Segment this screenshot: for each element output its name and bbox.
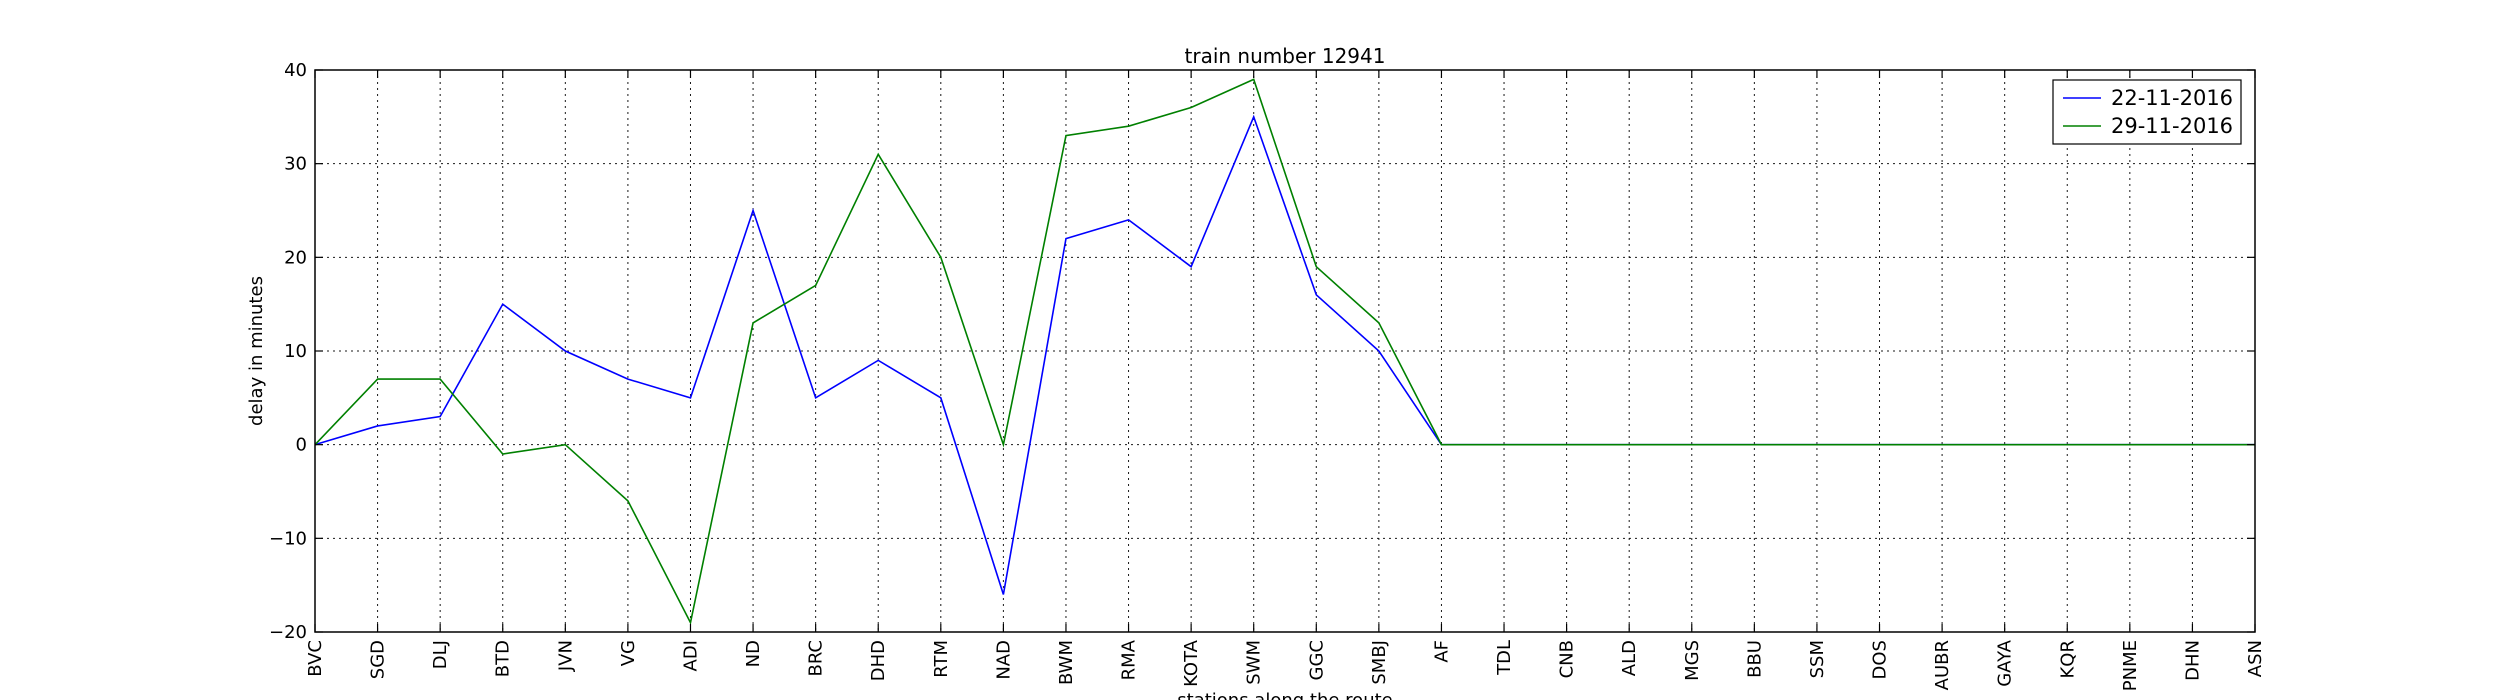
- x-tick-label: TDL: [1494, 640, 1515, 676]
- y-axis-title: delay in minutes: [246, 276, 267, 426]
- x-tick-label: RMA: [1119, 639, 1140, 680]
- x-tick-label: ND: [743, 640, 764, 667]
- y-tick-label: 20: [284, 247, 307, 268]
- x-tick-label: PNME: [2120, 640, 2141, 691]
- x-tick-label: RTM: [931, 640, 952, 678]
- x-tick-label: BWM: [1056, 640, 1077, 685]
- x-tick-label: KQR: [2057, 640, 2078, 678]
- x-tick-labels: BVC SGD DLJ BTD JVN VG ADI ND BRC DHD RTM NAD BWM RMA…: [305, 639, 2266, 691]
- x-tick-label: SWM: [1244, 640, 1265, 685]
- legend: 22-11-2016 29-11-2016: [2052, 79, 2242, 145]
- x-tick-label: SGD: [368, 640, 389, 679]
- x-tick-label: NAD: [993, 640, 1014, 680]
- legend-label: 22-11-2016: [2111, 86, 2233, 110]
- x-tick-label: JVN: [555, 640, 576, 672]
- x-tick-label: ALD: [1619, 640, 1640, 676]
- y-tick-label: 30: [284, 154, 307, 175]
- x-tick-label: DHD: [868, 640, 889, 681]
- y-tick-label: 0: [296, 435, 307, 456]
- legend-box: [2052, 79, 2242, 145]
- x-tick-label: AUBR: [1932, 640, 1953, 690]
- chart-title: train number 12941: [1185, 44, 1386, 68]
- y-tick-label: −10: [269, 528, 307, 549]
- y-tick-label: 10: [284, 341, 307, 362]
- plot-frame: [314, 69, 2256, 633]
- x-tick-label: BTD: [493, 640, 514, 677]
- y-tick-label: −20: [269, 622, 307, 643]
- series-line: [314, 78, 2255, 626]
- series-lines: [314, 78, 2255, 626]
- x-tick-label: DLJ: [430, 640, 451, 669]
- x-tick-label: DOS: [1870, 640, 1891, 679]
- x-tick-label: BRC: [806, 640, 827, 677]
- x-tick-label: ADI: [680, 640, 701, 671]
- axis-ticks: [314, 69, 2256, 633]
- grid-lines: [315, 70, 2255, 632]
- x-tick-label: AF: [1431, 640, 1452, 663]
- series-line: [314, 114, 2255, 595]
- x-tick-label: GAYA: [1995, 639, 2016, 686]
- x-tick-label: GGC: [1306, 640, 1327, 680]
- x-tick-label: ASN: [2245, 640, 2266, 677]
- x-tick-label: BVC: [305, 640, 326, 677]
- y-tick-label: 40: [284, 60, 307, 81]
- x-tick-label: MGS: [1682, 640, 1703, 681]
- x-tick-label: DHN: [2182, 640, 2203, 681]
- x-tick-label: KOTA: [1181, 639, 1202, 687]
- x-tick-label: SSM: [1807, 640, 1828, 678]
- x-axis-title: stations along the route: [1177, 690, 1392, 700]
- x-tick-label: BBU: [1744, 640, 1765, 678]
- x-tick-label: CNB: [1557, 640, 1578, 678]
- x-tick-label: VG: [618, 640, 639, 666]
- y-tick-labels: −20 −10 0 10 20 30 40: [269, 60, 307, 643]
- x-tick-label: SMBJ: [1369, 640, 1390, 685]
- legend-label: 29-11-2016: [2111, 114, 2233, 138]
